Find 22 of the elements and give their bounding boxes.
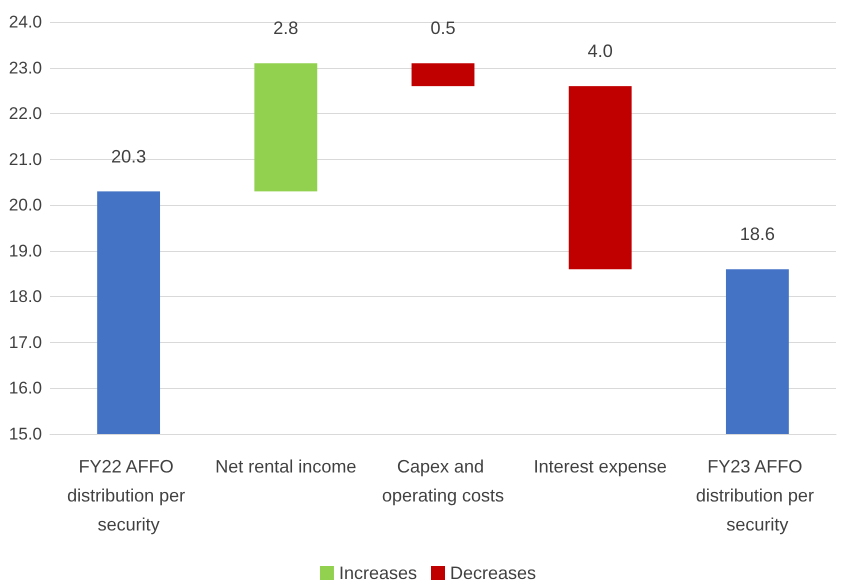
x-tick-label: FY22 AFFO distribution per security [67, 456, 190, 534]
x-tick-label: FY23 AFFO distribution per security [696, 456, 819, 534]
y-tick-label: 22.0 [8, 104, 42, 124]
y-tick-label: 23.0 [8, 58, 42, 78]
x-tick-label: Net rental income [215, 456, 356, 476]
y-tick-label: 24.0 [8, 12, 42, 32]
y-tick-label: 19.0 [8, 241, 42, 260]
data-label: 2.8 [273, 18, 298, 38]
y-tick-label: 15.0 [8, 424, 42, 444]
x-tick-label: Interest expense [534, 456, 667, 476]
y-tick-label: 21.0 [8, 150, 42, 169]
y-tick-label: 16.0 [8, 378, 42, 398]
y-tick-label: 20.0 [8, 196, 42, 215]
data-label: 20.3 [111, 146, 146, 166]
x-tick-label: Capex and operating costs [382, 456, 504, 506]
y-tick-label: 18.0 [8, 287, 42, 306]
data-label: 0.5 [430, 18, 456, 38]
legend-label: Decreases [450, 563, 536, 583]
data-label: 4.0 [588, 41, 613, 62]
data-label: 18.6 [740, 224, 775, 244]
y-tick-label: 17.0 [8, 332, 42, 352]
legend-label: Increases [338, 563, 418, 583]
